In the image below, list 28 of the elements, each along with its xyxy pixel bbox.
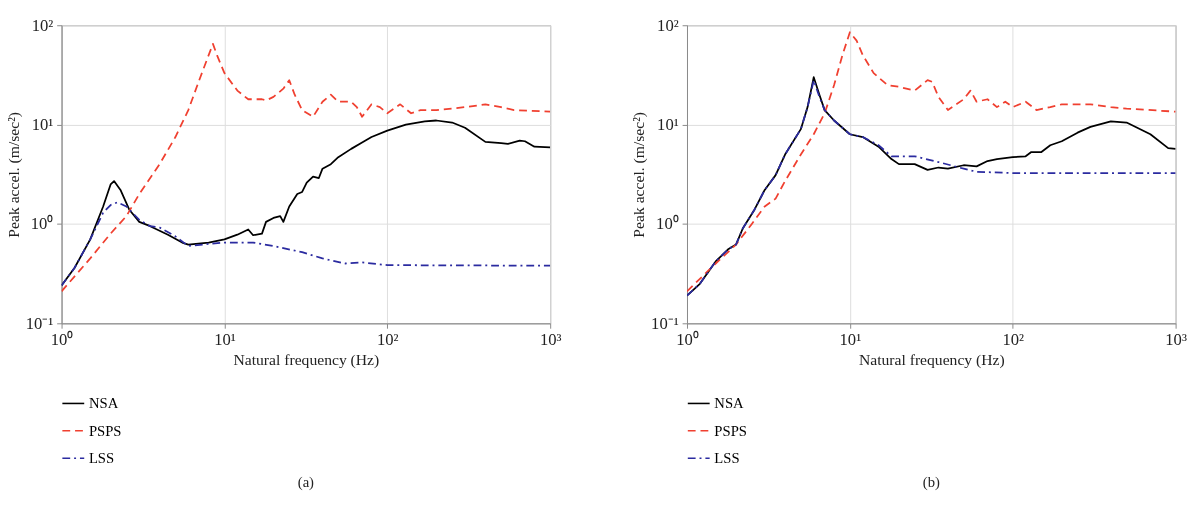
legend-label: PSPS [88,422,122,439]
x-tick-label: 10¹ [214,330,236,350]
y-tick-label: 10¹ [657,114,679,134]
y-tick-label: 10⁻¹ [651,313,679,333]
x-tick-label: 10² [1002,330,1025,350]
x-tick-label: 10³ [539,330,562,350]
y-tick-label: 10⁻¹ [25,313,54,333]
y-axis-title: Peak accel. (m/sec²) [630,111,649,238]
y-tick-label: 10¹ [31,114,54,134]
legend-label: LSS [714,450,740,467]
y-tick-label: 10² [657,15,679,35]
x-axis-title: Natural frequency (Hz) [233,350,380,369]
y-tick-label: 10² [31,15,54,35]
y-tick-label: 10⁰ [30,214,54,234]
x-tick-label: 10¹ [839,330,862,350]
legend-label: NSA [88,395,119,412]
y-tick-label: 10⁰ [656,214,679,234]
x-tick-label: 10⁰ [50,330,74,350]
legend-label: NSA [714,395,745,412]
x-axis-title: Natural frequency (Hz) [858,350,1005,369]
legend-label: PSPS [714,422,747,439]
y-axis-title: Peak accel. (m/sec²) [4,111,23,238]
legend-label: LSS [88,450,115,467]
text: (a) [297,474,315,492]
text: (b) [922,474,940,492]
x-tick-label: 10³ [1165,330,1187,350]
x-tick-label: 10² [377,330,399,350]
x-tick-label: 10⁰ [676,330,699,350]
